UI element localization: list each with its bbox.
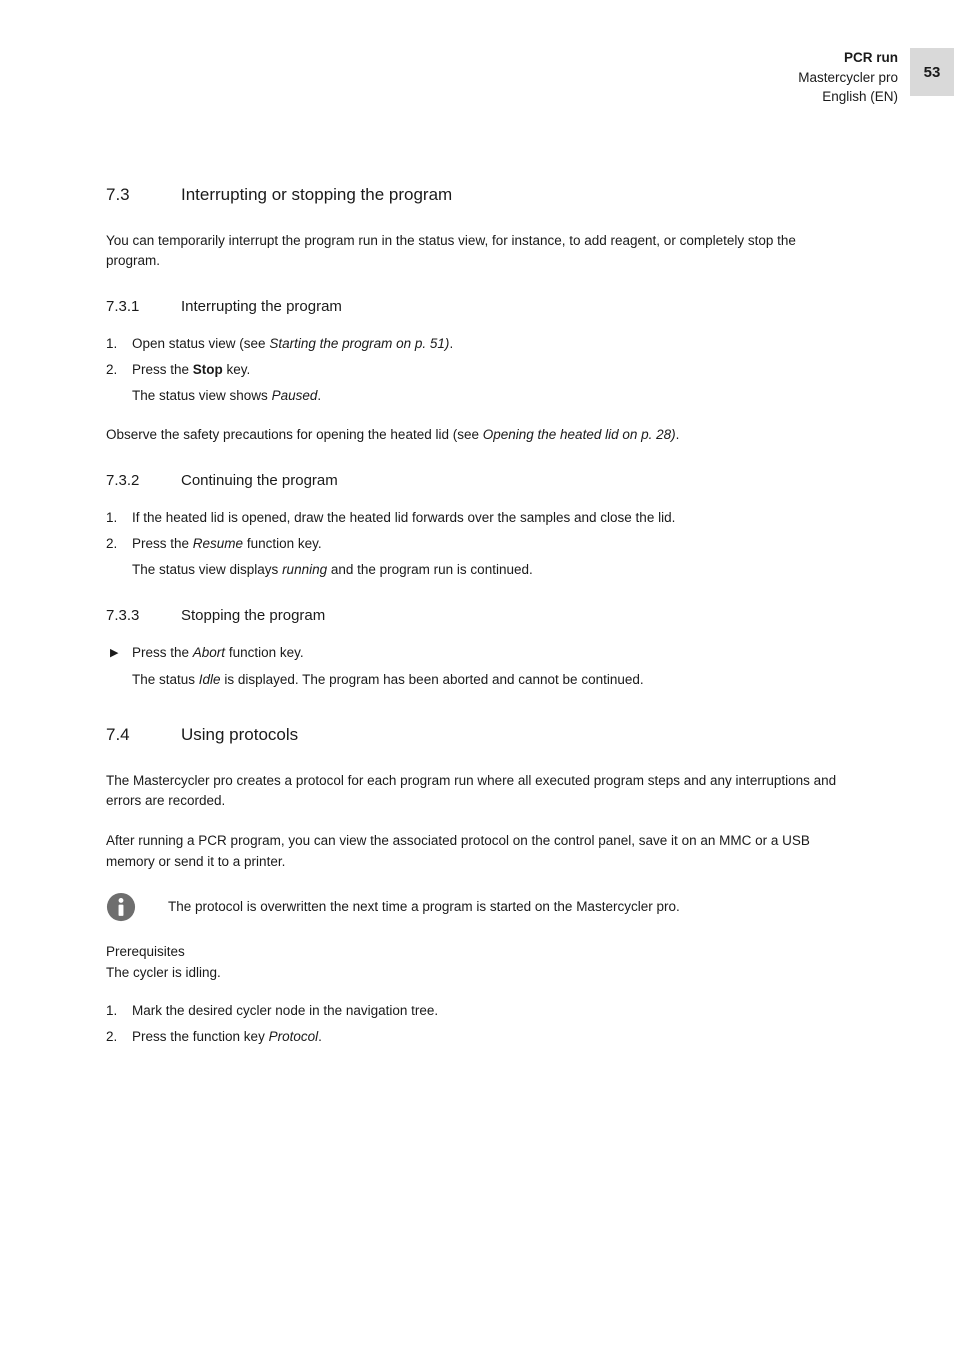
list-item: 1. Open status view (see Starting the pr…	[106, 333, 846, 355]
header-product: Mastercycler pro	[798, 68, 898, 88]
step-result: The status view shows Paused.	[132, 385, 846, 407]
header-text-block: PCR run Mastercycler pro English (EN)	[798, 48, 898, 107]
info-note-text: The protocol is overwritten the next tim…	[168, 897, 680, 917]
step-text: Press the function key Protocol.	[132, 1029, 322, 1044]
status-name: running	[282, 562, 327, 577]
page: PCR run Mastercycler pro English (EN) 53…	[0, 0, 954, 1350]
heading-number: 7.3.3	[106, 607, 181, 624]
content-area: 7.3 Interrupting or stopping the program…	[106, 185, 846, 1066]
key-name: Stop	[193, 362, 223, 377]
page-number-badge: 53	[910, 48, 954, 96]
list-item: 1. If the heated lid is opened, draw the…	[106, 507, 846, 529]
step-text: Open status view (see Starting the progr…	[132, 336, 453, 351]
step-number: 2.	[106, 1026, 117, 1048]
list-item: 1. Mark the desired cycler node in the n…	[106, 1000, 846, 1022]
step-text: Press the Abort function key.	[132, 645, 304, 660]
heading-title: Using protocols	[181, 725, 298, 745]
status-name: Paused	[272, 388, 318, 403]
steps-7-3-1: 1. Open status view (see Starting the pr…	[106, 333, 846, 408]
heading-number: 7.3.2	[106, 472, 181, 489]
heading-number: 7.3.1	[106, 298, 181, 315]
heading-number: 7.3	[106, 185, 181, 205]
step-number: 2.	[106, 359, 117, 381]
step-text: If the heated lid is opened, draw the he…	[132, 510, 675, 525]
heading-7-3: 7.3 Interrupting or stopping the program	[106, 185, 846, 205]
prerequisites-body: The cycler is idling.	[106, 965, 846, 980]
heading-title: Continuing the program	[181, 472, 338, 489]
steps-7-4: 1. Mark the desired cycler node in the n…	[106, 1000, 846, 1049]
step-text: Mark the desired cycler node in the navi…	[132, 1003, 438, 1018]
steps-7-3-3: ▶ Press the Abort function key. The stat…	[106, 642, 846, 691]
status-name: Idle	[199, 672, 221, 687]
heading-7-4: 7.4 Using protocols	[106, 725, 846, 745]
para-7-4-1: The Mastercycler pro creates a protocol …	[106, 771, 846, 812]
step-result: The status view displays running and the…	[132, 559, 846, 581]
heading-title: Interrupting or stopping the program	[181, 185, 452, 205]
intro-7-3: You can temporarily interrupt the progra…	[106, 231, 846, 272]
heading-title: Stopping the program	[181, 607, 325, 624]
key-name: Resume	[193, 536, 243, 551]
triangle-icon: ▶	[110, 644, 118, 662]
para-7-4-2: After running a PCR program, you can vie…	[106, 831, 846, 872]
info-icon	[106, 892, 168, 922]
cross-ref: Opening the heated lid on p. 28)	[483, 427, 676, 442]
list-item: 2. Press the Resume function key. The st…	[106, 533, 846, 582]
heading-number: 7.4	[106, 725, 181, 745]
step-number: 1.	[106, 507, 117, 529]
steps-7-3-2: 1. If the heated lid is opened, draw the…	[106, 507, 846, 582]
heading-7-3-1: 7.3.1 Interrupting the program	[106, 298, 846, 315]
step-result: The status Idle is displayed. The progra…	[132, 669, 846, 691]
header-language: English (EN)	[798, 87, 898, 107]
heading-7-3-3: 7.3.3 Stopping the program	[106, 607, 846, 624]
cross-ref: Starting the program on p. 51)	[269, 336, 449, 351]
note-7-3-1: Observe the safety precautions for openi…	[106, 425, 846, 445]
list-item: ▶ Press the Abort function key. The stat…	[106, 642, 846, 691]
step-text: Press the Stop key.	[132, 362, 250, 377]
step-number: 1.	[106, 1000, 117, 1022]
step-text: Press the Resume function key.	[132, 536, 322, 551]
step-number: 1.	[106, 333, 117, 355]
step-number: 2.	[106, 533, 117, 555]
list-item: 2. Press the function key Protocol.	[106, 1026, 846, 1048]
heading-7-3-2: 7.3.2 Continuing the program	[106, 472, 846, 489]
header-section-title: PCR run	[798, 48, 898, 68]
list-item: 2. Press the Stop key. The status view s…	[106, 359, 846, 408]
key-name: Abort	[193, 645, 225, 660]
key-name: Protocol	[269, 1029, 319, 1044]
prerequisites-heading: Prerequisites	[106, 944, 846, 959]
heading-title: Interrupting the program	[181, 298, 342, 315]
info-note: The protocol is overwritten the next tim…	[106, 892, 846, 922]
page-header: PCR run Mastercycler pro English (EN) 53	[798, 48, 954, 107]
info-icon-svg	[106, 892, 136, 922]
